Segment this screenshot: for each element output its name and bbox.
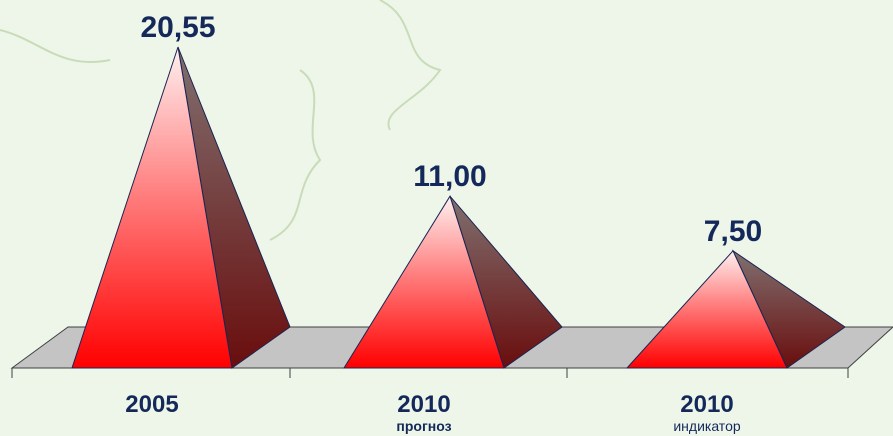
x-tick-label: 2010: [397, 391, 450, 418]
value-label: 20,55: [140, 11, 215, 44]
pyramid-front: [343, 194, 505, 369]
x-tick-sublabel: прогноз: [396, 418, 451, 434]
x-tick-sublabel: индикатор: [673, 418, 740, 434]
value-label: 11,00: [413, 160, 486, 193]
axis-ticks: [11, 368, 849, 378]
pyramid-front: [71, 46, 233, 369]
pyramid-front: [625, 249, 788, 369]
x-tick-label: 2005: [125, 391, 178, 418]
x-tick-label: 2010: [680, 391, 733, 418]
value-label: 7,50: [704, 215, 762, 248]
map-outline: [0, 0, 442, 241]
